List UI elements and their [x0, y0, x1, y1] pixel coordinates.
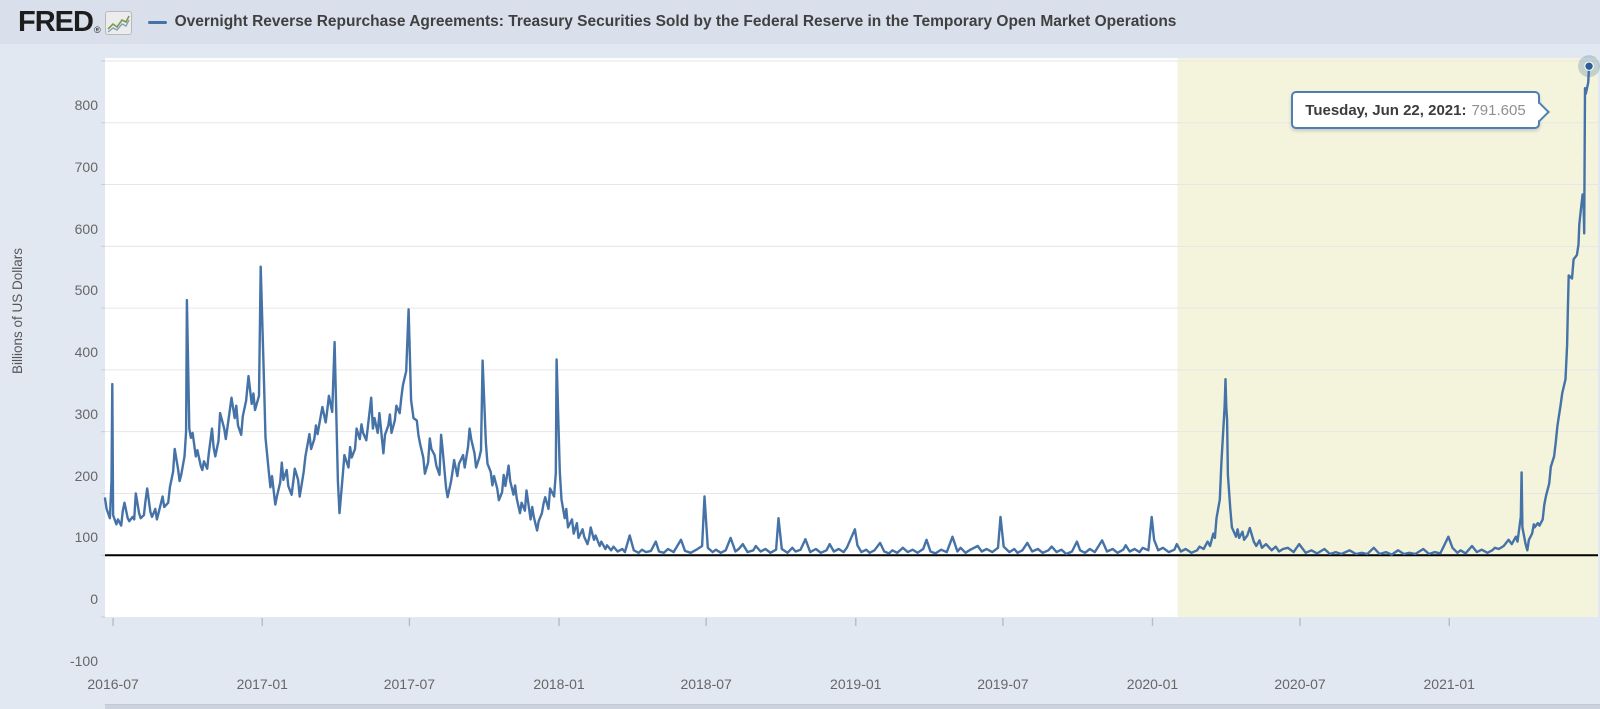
- x-tick-label: 2018-01: [533, 676, 585, 692]
- tooltip-value: 791.605: [1471, 101, 1526, 119]
- x-tick-label: 2021-01: [1423, 676, 1475, 692]
- x-tick-label: 2016-07: [87, 676, 139, 692]
- chart-legend[interactable]: Overnight Reverse Repurchase Agreements:…: [147, 13, 1177, 31]
- y-tick-label: 200: [74, 467, 98, 484]
- y-tick-label: 700: [74, 158, 98, 175]
- series-title: Overnight Reverse Repurchase Agreements:…: [174, 13, 1177, 30]
- registered-trademark: ®: [93, 25, 101, 35]
- data-tooltip: Tuesday, Jun 22, 2021: 791.605: [1291, 91, 1550, 129]
- range-selector-edge[interactable]: [105, 704, 1600, 709]
- y-tick-label: 500: [74, 282, 98, 299]
- x-tick-label: 2020-07: [1274, 676, 1326, 692]
- y-tick-label: 600: [74, 220, 98, 237]
- x-tick-label: 2018-07: [680, 676, 732, 692]
- y-tick-label: 0: [90, 591, 98, 608]
- fred-logo-text: FRED: [18, 6, 94, 38]
- fred-sparkline-icon: [104, 11, 132, 35]
- y-tick-label: 800: [74, 97, 98, 113]
- recession-shading: [1177, 58, 1598, 617]
- y-tick-label: 400: [74, 344, 98, 361]
- x-tick-label: 2017-01: [236, 676, 288, 692]
- y-axis-title: Billions of US Dollars: [10, 247, 25, 374]
- y-tick-label: -100: [69, 653, 98, 669]
- data-point-marker[interactable]: [1584, 61, 1594, 71]
- x-tick-label: 2019-01: [830, 676, 882, 692]
- chart-canvas[interactable]: [0, 44, 1600, 665]
- header: FRED ® Overnight Reverse Repurchase Agre…: [0, 0, 1600, 44]
- x-tick-label: 2020-01: [1126, 676, 1179, 692]
- x-tick-label: 2019-07: [977, 676, 1029, 692]
- fred-logo[interactable]: FRED ®: [18, 6, 132, 38]
- y-tick-label: 100: [74, 529, 98, 546]
- chart-region: Billions of US Dollars -100 0 100 200 300 400…: [0, 44, 1600, 709]
- y-tick-label: 300: [74, 405, 98, 422]
- x-tick-label: 2017-07: [383, 676, 436, 692]
- data-series-line: [103, 65, 1591, 556]
- series-legend-line: [147, 20, 167, 24]
- tooltip-date: Tuesday, Jun 22, 2021:: [1305, 101, 1467, 119]
